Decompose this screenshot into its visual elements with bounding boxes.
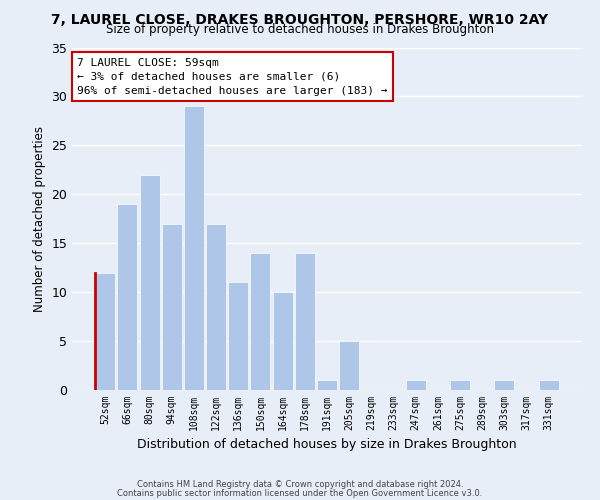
Text: Contains public sector information licensed under the Open Government Licence v3: Contains public sector information licen… [118, 488, 482, 498]
Text: 7 LAUREL CLOSE: 59sqm
← 3% of detached houses are smaller (6)
96% of semi-detach: 7 LAUREL CLOSE: 59sqm ← 3% of detached h… [77, 58, 388, 96]
Bar [494, 380, 514, 390]
X-axis label: Distribution of detached houses by size in Drakes Broughton: Distribution of detached houses by size … [137, 438, 517, 452]
Bar [339, 341, 359, 390]
Bar [539, 380, 559, 390]
Text: 7, LAUREL CLOSE, DRAKES BROUGHTON, PERSHORE, WR10 2AY: 7, LAUREL CLOSE, DRAKES BROUGHTON, PERSH… [52, 12, 548, 26]
Bar [140, 174, 160, 390]
Y-axis label: Number of detached properties: Number of detached properties [33, 126, 46, 312]
Bar [228, 282, 248, 390]
Bar [118, 204, 137, 390]
Bar [450, 380, 470, 390]
Bar [162, 224, 182, 390]
Bar [272, 292, 293, 390]
Bar [206, 224, 226, 390]
Bar [317, 380, 337, 390]
Bar [95, 272, 115, 390]
Bar [250, 253, 271, 390]
Text: Contains HM Land Registry data © Crown copyright and database right 2024.: Contains HM Land Registry data © Crown c… [137, 480, 463, 489]
Bar [406, 380, 426, 390]
Text: Size of property relative to detached houses in Drakes Broughton: Size of property relative to detached ho… [106, 22, 494, 36]
Bar [295, 253, 315, 390]
Bar [184, 106, 204, 390]
